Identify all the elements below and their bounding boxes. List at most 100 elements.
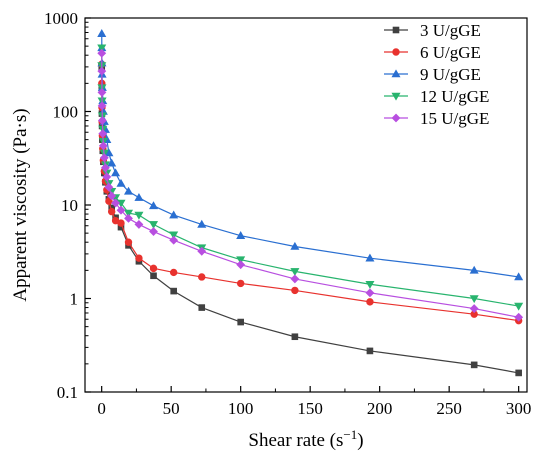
data-point [123,186,134,195]
data-point [169,235,179,245]
data-point [365,288,375,298]
data-point [97,87,107,97]
x-tick-label: 200 [367,399,393,418]
data-point [236,231,246,239]
series-5 [97,48,524,322]
legend-marker [391,69,401,78]
series-layer [97,29,524,377]
data-point [366,298,374,306]
x-axis-title-end: ) [357,430,363,451]
data-point [149,227,158,236]
data-point [470,361,478,369]
data-point [197,219,207,228]
data-point [134,219,144,229]
legend-item: 12 U/gGE [384,87,489,106]
data-point [149,264,158,273]
x-tick-label: 250 [436,399,462,418]
x-tick-label: 0 [97,399,106,418]
x-axis: 0 50 100 150 200 250 300 [97,386,531,418]
y-tick-label: 1000 [44,9,78,28]
data-point [124,213,133,223]
data-point [98,129,108,139]
data-point [514,312,524,322]
data-point [236,260,246,270]
data-point [97,101,107,111]
y-axis-title: Apparent viscosity (Pa·s) [10,108,31,301]
data-point [116,178,126,187]
data-point [169,231,179,240]
data-point [149,201,159,210]
data-point [105,197,113,205]
x-tick-label: 150 [297,399,323,418]
data-point [290,241,300,250]
data-point [365,280,375,289]
data-point [169,210,179,219]
legend-label: 6 U/gGE [420,43,481,62]
data-point [107,207,116,216]
data-point [469,265,479,274]
data-point [291,286,299,295]
data-point [123,209,134,218]
data-point [514,272,524,281]
data-point [290,274,300,284]
y-axis: 0.1 1 10 100 1000 [44,9,91,402]
data-point [102,172,112,182]
legend-item: 9 U/gGE [384,65,481,84]
legend-marker [391,113,401,123]
data-point [124,238,133,246]
x-tick-label: 300 [506,399,532,418]
data-point [150,272,157,280]
legend-item: 15 U/gGE [384,109,489,128]
data-point [97,116,107,125]
data-point [107,158,117,167]
legend: 3 U/gGE 6 U/gGE 9 U/gGE 12 U/gGE 15 U/gGE [384,21,489,128]
data-point [99,153,109,163]
legend-label: 3 U/gGE [420,21,481,40]
x-tick-label: 50 [163,399,180,418]
legend-label: 12 U/gGE [420,87,489,106]
data-point [170,287,177,295]
legend-marker [391,92,401,101]
y-tick-label: 10 [61,196,78,215]
data-point [198,273,206,281]
legend-item: 6 U/gGE [384,43,481,62]
data-point [469,295,479,304]
data-point [101,163,110,173]
x-tick-label: 100 [228,399,254,418]
y-tick-label: 0.1 [57,383,78,402]
legend-item: 3 U/gGE [384,21,481,40]
legend-marker [392,48,400,56]
data-point [237,318,244,326]
data-point [366,347,374,355]
x-axis-title: Shear rate (s−1) [248,427,363,452]
legend-label: 15 U/gGE [420,109,489,128]
data-point [97,44,107,53]
data-point [291,333,299,341]
data-point [197,246,207,256]
data-point [134,192,144,201]
data-point [104,182,114,192]
data-point [236,256,246,265]
data-point [135,254,143,262]
data-point [134,211,144,220]
data-point [149,221,159,230]
data-point [290,268,300,276]
data-point [111,198,121,208]
legend-marker [392,26,400,34]
data-point [169,268,178,277]
data-point [98,141,108,151]
data-point [515,369,522,377]
data-point [107,191,117,201]
data-point [111,168,121,177]
y-tick-label: 100 [53,103,79,122]
data-point [97,66,107,76]
data-point [97,29,107,37]
plot-area: 0 50 100 150 200 250 300 0.1 1 10 100 1000 [44,9,531,418]
x-axis-title-main: Shear rate (s [248,430,343,451]
data-point [365,253,375,262]
data-point [236,279,245,288]
y-tick-label: 1 [70,290,79,309]
data-point [198,304,206,311]
data-point [469,304,479,314]
